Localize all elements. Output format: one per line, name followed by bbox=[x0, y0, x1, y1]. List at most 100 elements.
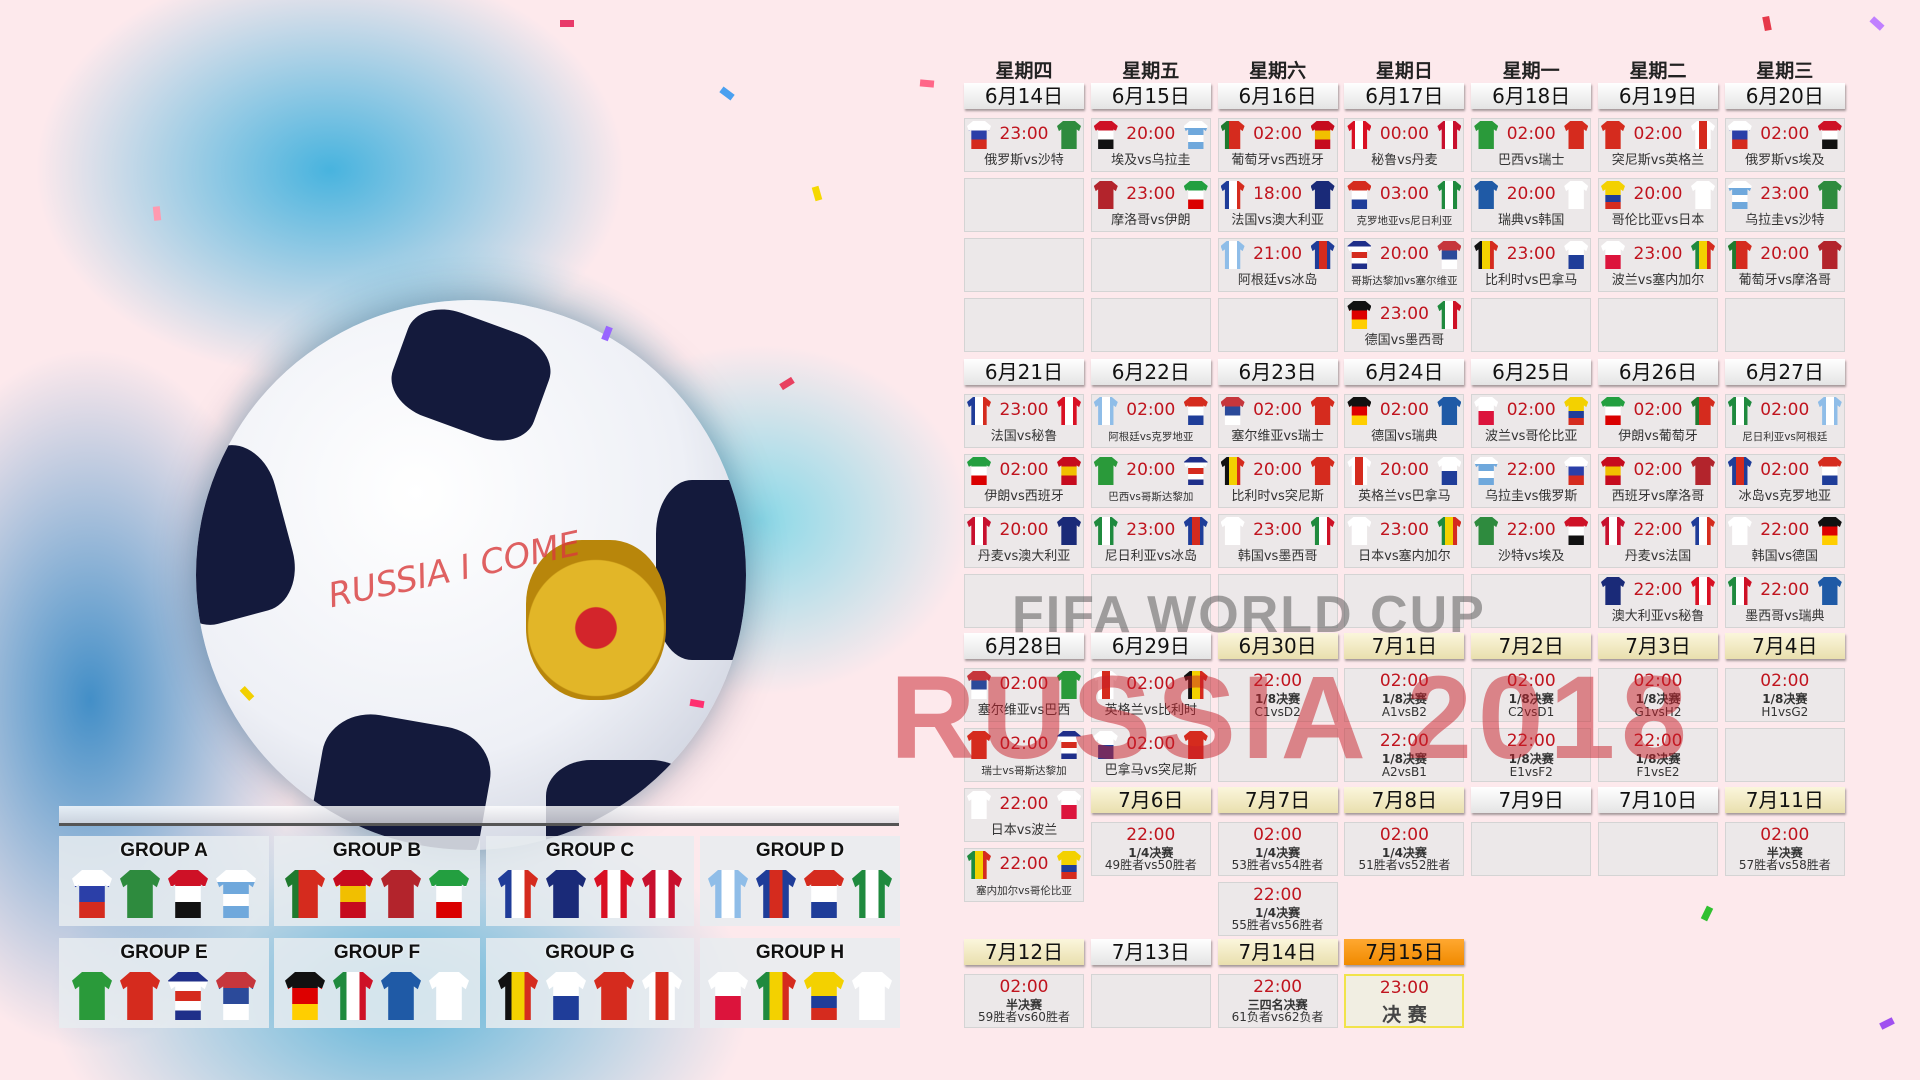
match-cell[interactable]: 22:00 1/4决赛 49胜者vs50胜者 bbox=[1090, 822, 1211, 876]
weekday-label: 星期六 bbox=[1249, 60, 1307, 82]
match-cell[interactable]: 23:00 摩洛哥vs伊朗 bbox=[1090, 178, 1211, 232]
match-cell[interactable]: 22:00 沙特vs埃及 bbox=[1471, 514, 1592, 568]
match-cell[interactable]: 22:00 乌拉圭vs俄罗斯 bbox=[1471, 454, 1592, 508]
match-cell[interactable]: 23:00 比利时vs巴拿马 bbox=[1471, 238, 1592, 292]
match-cell[interactable]: 20:00 巴西vs哥斯达黎加 bbox=[1090, 454, 1211, 508]
match-cell[interactable]: 02:00 伊朗vs葡萄牙 bbox=[1598, 394, 1718, 448]
match-time: 02:00 bbox=[1633, 400, 1683, 420]
match-cell[interactable]: 02:00 瑞士vs哥斯达黎加 bbox=[964, 728, 1084, 782]
date-header: 6月16日 bbox=[1217, 83, 1338, 109]
match-cell[interactable]: 20:00 英格兰vs巴拿马 bbox=[1344, 454, 1465, 508]
match-cell[interactable]: 23:00 德国vs墨西哥 bbox=[1344, 298, 1465, 352]
match-time: 22:00 bbox=[999, 794, 1049, 814]
match-cell[interactable]: 22:00 日本vs波兰 bbox=[964, 788, 1084, 842]
match-time: 23:00 bbox=[1126, 184, 1176, 204]
match-cell[interactable]: 02:00 俄罗斯vs埃及 bbox=[1724, 118, 1845, 172]
match-teams: 51胜者vs52胜者 bbox=[1358, 858, 1451, 872]
match-cell[interactable]: 02:00 半决赛 59胜者vs60胜者 bbox=[964, 974, 1084, 1028]
match-cell[interactable]: 02:00 西班牙vs摩洛哥 bbox=[1598, 454, 1718, 508]
team-shirt-icon bbox=[216, 870, 256, 918]
match-cell[interactable]: 22:00 韩国vs德国 bbox=[1724, 514, 1845, 568]
match-cell[interactable]: 02:00 巴拿马vs突尼斯 bbox=[1090, 728, 1211, 782]
empty-cell bbox=[1090, 298, 1211, 352]
confetti-piece bbox=[919, 79, 935, 88]
match-time: 23:00 bbox=[1633, 244, 1683, 264]
match-cell[interactable]: 02:00 1/4决赛 51胜者vs52胜者 bbox=[1344, 822, 1465, 876]
match-time: 22:00 bbox=[1760, 520, 1810, 540]
match-cell[interactable]: 02:00 冰岛vs克罗地亚 bbox=[1724, 454, 1845, 508]
match-time: 23:00 bbox=[999, 124, 1049, 144]
soccer-ball-illustration: RUSSIA I COME bbox=[196, 300, 746, 850]
match-cell[interactable]: 22:00 1/8决赛 F1vsE2 bbox=[1598, 728, 1718, 782]
match-cell[interactable]: 20:00 瑞典vs韩国 bbox=[1471, 178, 1592, 232]
team-shirt-icon bbox=[168, 870, 208, 918]
match-cell[interactable]: 20:00 埃及vs乌拉圭 bbox=[1090, 118, 1211, 172]
match-cell[interactable]: 02:00 1/4决赛 53胜者vs54胜者 bbox=[1217, 822, 1338, 876]
match-cell[interactable]: 20:00 丹麦vs澳大利亚 bbox=[964, 514, 1084, 568]
match-cell[interactable]: 21:00 阿根廷vs冰岛 bbox=[1217, 238, 1338, 292]
match-cell[interactable]: 23:00 俄罗斯vs沙特 bbox=[964, 118, 1084, 172]
group-title: GROUP F bbox=[333, 942, 421, 963]
match-cell[interactable]: 20:00 葡萄牙vs摩洛哥 bbox=[1724, 238, 1845, 292]
match-cell[interactable]: 00:00 秘鲁vs丹麦 bbox=[1344, 118, 1465, 172]
match-cell[interactable]: 22:00 1/4决赛 55胜者vs56胜者 bbox=[1217, 882, 1338, 936]
match-cell[interactable]: 02:00 尼日利亚vs阿根廷 bbox=[1724, 394, 1845, 448]
match-cell[interactable]: 02:00 阿根廷vs克罗地亚 bbox=[1090, 394, 1211, 448]
match-cell[interactable]: 23:00 决 赛 bbox=[1344, 974, 1465, 1028]
match-cell[interactable]: 23:00 法国vs秘鲁 bbox=[964, 394, 1084, 448]
match-cell[interactable]: 03:00 克罗地亚vs尼日利亚 bbox=[1344, 178, 1465, 232]
match-cell[interactable]: 02:00 1/8决赛 H1vsG2 bbox=[1724, 668, 1845, 722]
match-stage: 1/8决赛 bbox=[1255, 692, 1301, 706]
match-cell[interactable]: 23:00 乌拉圭vs沙特 bbox=[1724, 178, 1845, 232]
match-teams: 俄罗斯vs沙特 bbox=[984, 153, 1064, 168]
team-shirt-icon bbox=[120, 870, 160, 918]
match-cell[interactable]: 02:00 英格兰vs比利时 bbox=[1090, 668, 1211, 722]
match-teams: 埃及vs乌拉圭 bbox=[1111, 153, 1191, 168]
date-header: 6月25日 bbox=[1471, 359, 1592, 385]
match-time: 22:00 bbox=[1379, 731, 1429, 751]
match-cell[interactable]: 22:00 1/8决赛 C1vsD2 bbox=[1217, 668, 1338, 722]
empty-cell bbox=[1217, 574, 1338, 628]
match-time: 21:00 bbox=[1253, 244, 1303, 264]
match-cell[interactable]: 20:00 哥斯达黎加vs塞尔维亚 bbox=[1344, 238, 1465, 292]
match-cell[interactable]: 02:00 1/8决赛 C2vsD1 bbox=[1471, 668, 1592, 722]
match-cell[interactable]: 02:00 巴西vs瑞士 bbox=[1471, 118, 1592, 172]
match-cell[interactable]: 22:00 澳大利亚vs秘鲁 bbox=[1598, 574, 1718, 628]
match-cell[interactable]: 02:00 葡萄牙vs西班牙 bbox=[1217, 118, 1338, 172]
match-cell[interactable]: 02:00 1/8决赛 A1vsB2 bbox=[1344, 668, 1465, 722]
match-cell[interactable]: 22:00 墨西哥vs瑞典 bbox=[1724, 574, 1845, 628]
match-cell[interactable]: 02:00 德国vs瑞典 bbox=[1344, 394, 1465, 448]
match-cell[interactable]: 22:00 1/8决赛 A2vsB1 bbox=[1344, 728, 1465, 782]
empty-cell bbox=[1471, 298, 1592, 352]
match-cell[interactable]: 23:00 尼日利亚vs冰岛 bbox=[1090, 514, 1211, 568]
empty-cell bbox=[1471, 574, 1592, 628]
team-shirt-icon bbox=[756, 972, 796, 1020]
match-cell[interactable]: 22:00 丹麦vs法国 bbox=[1598, 514, 1718, 568]
match-cell[interactable]: 23:00 波兰vs塞内加尔 bbox=[1598, 238, 1718, 292]
match-cell[interactable]: 22:00 塞内加尔vs哥伦比亚 bbox=[964, 848, 1084, 902]
match-teams: 韩国vs墨西哥 bbox=[1237, 549, 1318, 564]
match-cell[interactable]: 23:00 日本vs塞内加尔 bbox=[1344, 514, 1465, 568]
group-title: GROUP C bbox=[545, 840, 635, 861]
match-cell[interactable]: 20:00 比利时vs突尼斯 bbox=[1217, 454, 1338, 508]
match-cell[interactable]: 02:00 塞尔维亚vs巴西 bbox=[964, 668, 1084, 722]
match-cell[interactable]: 22:00 1/8决赛 E1vsF2 bbox=[1471, 728, 1592, 782]
match-cell[interactable]: 23:00 韩国vs墨西哥 bbox=[1217, 514, 1338, 568]
match-cell[interactable]: 20:00 哥伦比亚vs日本 bbox=[1598, 178, 1718, 232]
match-time: 22:00 bbox=[1126, 825, 1176, 845]
date-header: 7月14日 bbox=[1217, 939, 1338, 965]
match-cell[interactable]: 02:00 塞尔维亚vs瑞士 bbox=[1217, 394, 1338, 448]
match-teams: 英格兰vs比利时 bbox=[1104, 703, 1198, 718]
confetti-piece bbox=[152, 206, 162, 221]
match-teams: 日本vs塞内加尔 bbox=[1358, 549, 1451, 564]
match-cell[interactable]: 02:00 伊朗vs西班牙 bbox=[964, 454, 1084, 508]
match-cell[interactable]: 02:00 突尼斯vs英格兰 bbox=[1598, 118, 1718, 172]
match-cell[interactable]: 02:00 半决赛 57胜者vs58胜者 bbox=[1724, 822, 1845, 876]
match-cell[interactable]: 02:00 1/8决赛 G1vsH2 bbox=[1598, 668, 1718, 722]
match-cell[interactable]: 18:00 法国vs澳大利亚 bbox=[1217, 178, 1338, 232]
match-cell[interactable]: 22:00 三四名决赛 61负者vs62负者 bbox=[1217, 974, 1338, 1028]
team-shirt-icon bbox=[168, 972, 208, 1020]
weekday-label: 星期二 bbox=[1629, 60, 1687, 82]
match-cell[interactable]: 02:00 波兰vs哥伦比亚 bbox=[1471, 394, 1592, 448]
match-stage: 1/8决赛 bbox=[1508, 752, 1554, 766]
